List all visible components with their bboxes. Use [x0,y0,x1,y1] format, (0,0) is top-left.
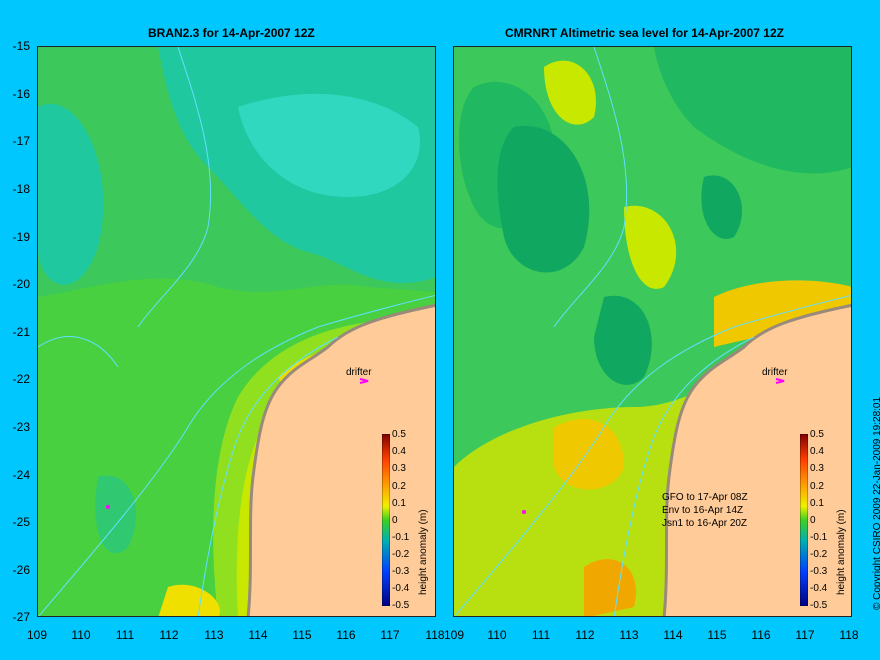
colorbar-tick: 0.1 [810,498,824,509]
coastline [246,303,435,616]
colorbar-tick: 0.5 [810,429,824,440]
right-map-panel: drifter GFO to 17-Apr 08Z Env to 16-Apr … [453,46,852,617]
bathymetry-contour [613,336,755,616]
y-tick-label: -20 [12,277,30,291]
y-tick-label: -15 [12,39,30,53]
x-tick-label: 113 [619,628,639,642]
legend-entry: Env to 16-Apr 14Z [662,505,744,516]
y-tick-label: -25 [12,515,30,529]
y-tick-label: -18 [12,182,30,196]
colorbar-tick: 0.3 [392,463,406,474]
anomaly-region [158,584,220,616]
drifter-marker [106,505,110,509]
legend-entry: Jsn1 to 16-Apr 20Z [662,518,748,529]
x-tick-label: 113 [204,628,224,642]
anomaly-region [544,60,596,125]
x-tick-label: 112 [575,628,595,642]
coastline [662,303,851,616]
colorbar-tick: -0.3 [392,566,410,577]
legend-entry: GFO to 17-Apr 08Z [662,492,748,503]
colorbar-tick: -0.4 [392,583,410,594]
x-tick-label: 116 [336,628,356,642]
drifter-arrow [359,378,369,384]
copyright-notice: © Copyright CSIRO 2009 22-Jan-2009 19:28… [872,396,880,610]
x-tick-label: 110 [71,628,91,642]
y-tick-label: -26 [12,563,30,577]
right-colorbar [800,434,808,606]
bathymetry-contour [38,294,435,616]
anomaly-region [95,475,137,554]
colorbar-tick: -0.1 [810,532,828,543]
anomaly-region [497,125,590,273]
colorbar-tick: 0 [810,515,816,526]
x-tick-label: 109 [443,628,465,642]
x-tick-label: 111 [531,628,551,642]
left-map-canvas [38,47,435,616]
x-tick-label: 111 [115,628,135,642]
anomaly-region [594,295,652,385]
anomaly-region [714,280,851,347]
x-tick-label: 118 [425,628,445,642]
anomaly-region [584,559,636,616]
left-map-panel: drifter [37,46,436,617]
colorbar-tick: -0.5 [810,600,828,611]
bathymetry-contour [454,294,851,616]
anomaly-region [654,47,851,174]
anomaly-region [238,93,420,197]
colorbar-tick: 0.4 [392,446,406,457]
colorbar-tick: -0.4 [810,583,828,594]
colorbar-tick: 0 [392,515,398,526]
y-tick-label: -16 [12,87,30,101]
x-tick-label: 115 [292,628,312,642]
y-tick-label: -27 [12,610,30,624]
drifter-arrow [775,378,785,384]
y-tick-label: -23 [12,420,30,434]
y-tick-label: -19 [12,230,30,244]
bathymetry-contour [553,47,628,328]
drifter-label: drifter [762,367,788,378]
colorbar-title: height anomaly (m) [836,509,847,595]
x-tick-label: 115 [707,628,727,642]
colorbar-tick: 0.3 [810,463,824,474]
colorbar-tick: -0.3 [810,566,828,577]
x-tick-label: 116 [751,628,771,642]
drifter-marker [522,510,526,514]
left-colorbar [382,434,390,606]
colorbar-title: height anomaly (m) [418,509,429,595]
x-tick-label: 114 [248,628,268,642]
colorbar-tick: 0.2 [392,481,406,492]
anomaly-region [701,175,743,239]
x-tick-label: 109 [26,628,48,642]
right-map-canvas [454,47,851,616]
x-tick-label: 117 [380,628,400,642]
colorbar-tick: 0.4 [810,446,824,457]
x-tick-label: 112 [159,628,179,642]
right-panel-title: CMRNRT Altimetric sea level for 14-Apr-2… [505,26,784,40]
y-tick-label: -22 [12,372,30,386]
left-panel-title: BRAN2.3 for 14-Apr-2007 12Z [148,26,315,40]
colorbar-tick: 0.5 [392,429,406,440]
y-tick-label: -24 [12,468,30,482]
x-tick-label: 114 [663,628,683,642]
colorbar-tick: -0.2 [810,549,828,560]
satellite-legend: GFO to 17-Apr 08Z Env to 16-Apr 14Z Jsn1… [662,491,748,530]
colorbar-tick: -0.2 [392,549,410,560]
y-tick-label: -17 [12,134,30,148]
x-tick-label: 110 [487,628,507,642]
colorbar-tick: -0.1 [392,532,410,543]
y-tick-label: -21 [12,325,30,339]
anomaly-region [554,419,624,490]
drifter-label: drifter [346,367,372,378]
bathymetry-contour [197,336,339,616]
anomaly-region [38,103,104,285]
bathymetry-contour [38,336,119,368]
colorbar-tick: 0.2 [810,481,824,492]
colorbar-tick: 0.1 [392,498,406,509]
colorbar-tick: -0.5 [392,600,410,611]
bathymetry-contour [137,47,212,328]
x-tick-label: 117 [795,628,815,642]
anomaly-region [624,205,677,289]
x-tick-label: 118 [839,628,859,642]
